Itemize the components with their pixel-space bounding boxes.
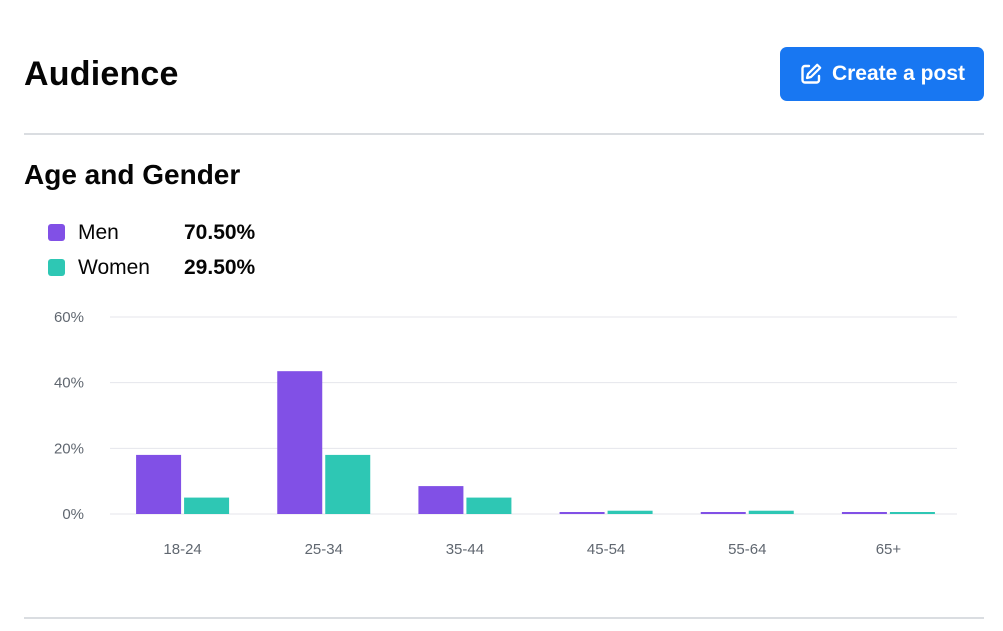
legend-percent-men: 70.50% (184, 220, 256, 244)
section-title: Age and Gender (24, 159, 241, 190)
create-post-button[interactable]: Create a post (780, 47, 984, 101)
bar-women-25-34[interactable] (325, 454, 371, 514)
legend-item-men: Men 70.50% (48, 215, 255, 250)
header-divider (24, 133, 984, 135)
legend-percent-women: 29.50% (184, 255, 256, 279)
bar-men-65+[interactable] (841, 512, 887, 514)
legend-label-women: Women (78, 255, 150, 279)
create-post-label: Create a post (831, 62, 966, 85)
bar-men-18-24[interactable] (136, 454, 182, 514)
y-tick-label: 60% (54, 309, 84, 326)
bar-men-35-44[interactable] (418, 486, 464, 514)
legend-swatch-women (48, 259, 65, 276)
y-tick-label: 40% (54, 375, 84, 392)
chart-legend: Men 70.50% Women 29.50% (48, 215, 255, 285)
edit-icon (799, 62, 823, 86)
x-tick-label: 25-34 (305, 541, 343, 558)
y-tick-label: 20% (54, 440, 84, 457)
bar-women-35-44[interactable] (466, 497, 512, 514)
x-tick-label: 35-44 (446, 541, 484, 558)
x-tick-label: 18-24 (163, 541, 201, 558)
bar-women-55-64[interactable] (748, 510, 794, 514)
x-tick-label: 65+ (876, 541, 902, 558)
legend-label-men: Men (78, 220, 119, 244)
bar-men-55-64[interactable] (700, 512, 746, 514)
x-tick-label: 45-54 (587, 541, 625, 558)
footer-divider (24, 617, 984, 619)
age-gender-bar-chart: 0% 20% 40% 60% 18-24 25-34 35-44 45-54 55-64 65+ (54, 309, 957, 558)
bar-men-45-54[interactable] (559, 512, 605, 514)
legend-item-women: Women 29.50% (48, 250, 255, 285)
legend-swatch-men (48, 224, 65, 241)
bar-women-45-54[interactable] (607, 510, 653, 514)
y-tick-label: 0% (62, 506, 84, 523)
bar-men-25-34[interactable] (277, 371, 323, 514)
bar-women-65+[interactable] (889, 512, 935, 514)
page-title: Audience (24, 55, 179, 93)
x-tick-label: 55-64 (728, 541, 766, 558)
bar-women-18-24[interactable] (184, 497, 230, 514)
